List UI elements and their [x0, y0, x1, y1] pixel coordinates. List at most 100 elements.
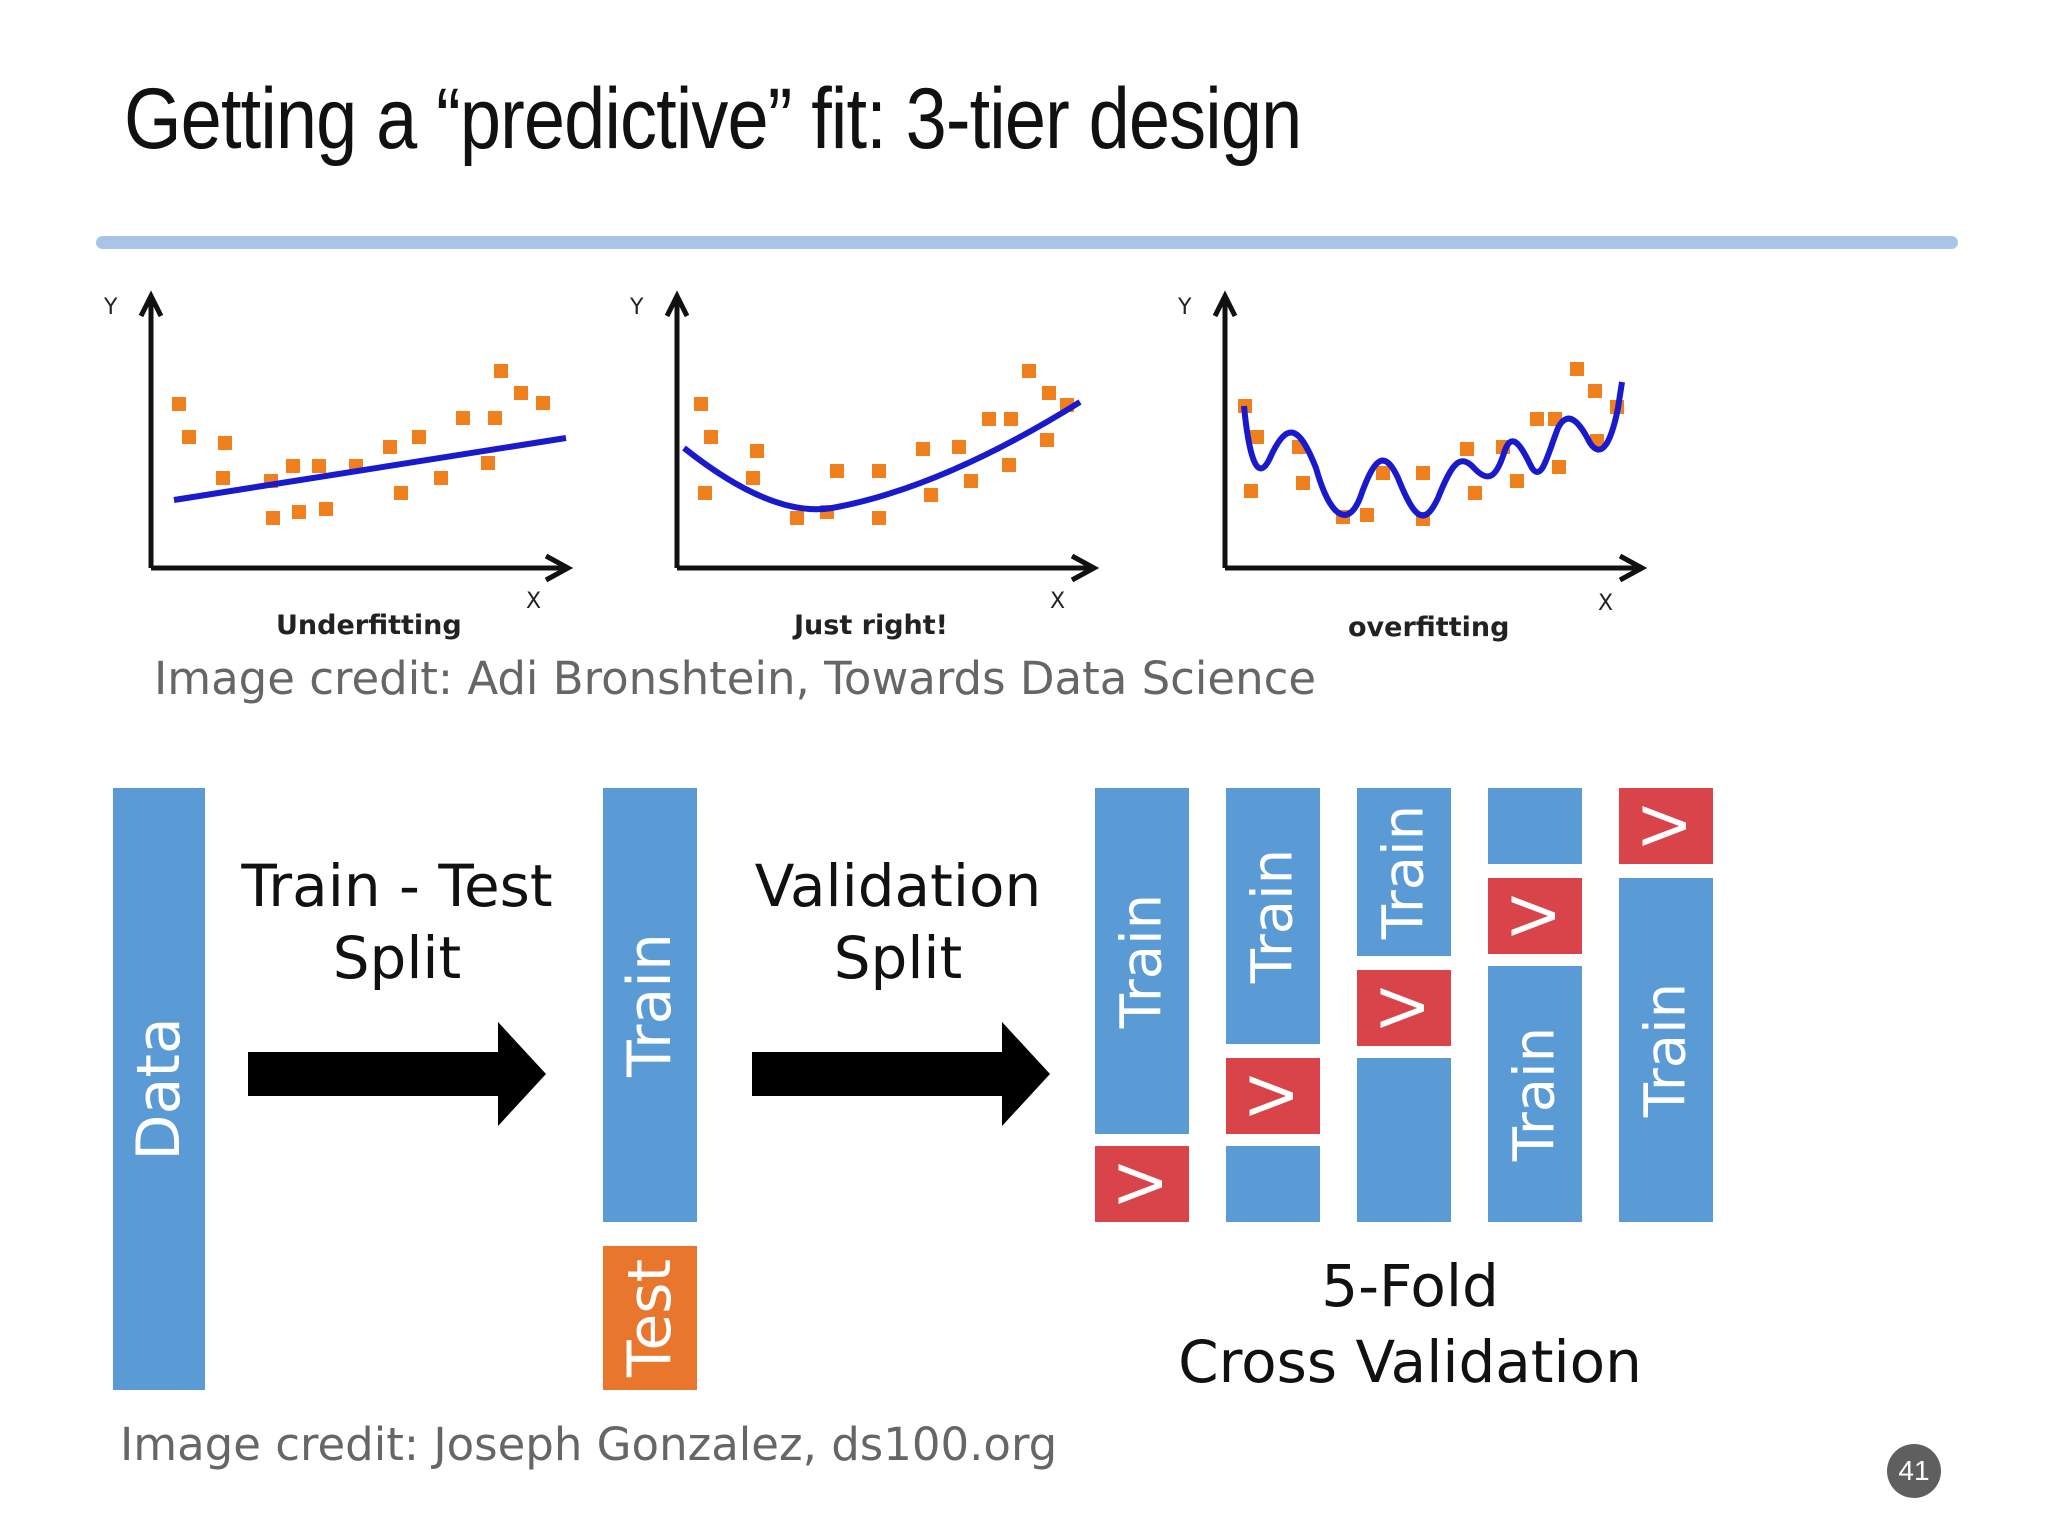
slide-title: Getting a “predictive” fit: 3-tier desig…	[124, 71, 1302, 167]
data-point	[488, 411, 502, 425]
data-points	[694, 364, 1074, 525]
fold2-train-block: Train	[1226, 788, 1320, 1044]
data-point	[1460, 442, 1474, 456]
x-axis-arrow	[544, 553, 574, 583]
train-label: Train	[1240, 848, 1306, 984]
data-point	[1022, 364, 1036, 378]
x-axis-arrow	[1070, 553, 1100, 583]
y-axis-label: Y	[103, 295, 118, 320]
data-points	[1238, 362, 1624, 526]
plot-caption: overfitting	[1348, 612, 1509, 643]
cv-line1: 5-Fold	[1321, 1252, 1499, 1320]
fold4-validation-block: V	[1488, 878, 1582, 954]
data-point	[1040, 433, 1054, 447]
data-point	[952, 440, 966, 454]
data-point	[1042, 386, 1056, 400]
train-label: Train	[1371, 804, 1437, 940]
data-point	[434, 471, 448, 485]
data-point	[1376, 466, 1390, 480]
arrow-right-icon	[248, 1022, 546, 1126]
train-block: Train	[603, 788, 697, 1222]
data-point	[182, 430, 196, 444]
train-test-split-label: Train - Test Split	[222, 850, 572, 994]
data-point	[746, 471, 760, 485]
test-block: Test	[603, 1246, 697, 1390]
validation-label: V	[1107, 1163, 1177, 1205]
fold2-validation-block: V	[1226, 1058, 1320, 1134]
train-label: Train	[615, 933, 685, 1077]
data-point	[790, 511, 804, 525]
step2-line1: Validation	[754, 852, 1042, 920]
data-point	[456, 411, 470, 425]
data-point	[319, 502, 333, 516]
step1-line1: Train - Test	[241, 852, 553, 920]
fold4-train-block: Train	[1488, 966, 1582, 1222]
data-point	[982, 412, 996, 426]
fold5-train-block: Train	[1619, 878, 1713, 1222]
data-point	[694, 397, 708, 411]
data-point	[218, 436, 232, 450]
y-axis-label: Y	[1177, 295, 1192, 320]
data-point	[964, 474, 978, 488]
top-image-credit: Image credit: Adi Bronshtein, Towards Da…	[154, 652, 1317, 705]
data-point	[172, 397, 186, 411]
fit-line	[173, 435, 567, 503]
fold3-train-bottom-block	[1357, 1058, 1451, 1222]
just-right-plot: Y X Just right!	[622, 278, 1102, 658]
plot-caption: Just right!	[792, 610, 948, 641]
x-axis-label: X	[526, 589, 541, 614]
data-point	[1250, 430, 1264, 444]
y-axis-arrow	[138, 290, 164, 318]
data-point	[750, 444, 764, 458]
y-axis-arrow	[1212, 290, 1238, 318]
validation-split-label: Validation Split	[728, 850, 1068, 994]
data-point	[383, 440, 397, 454]
fold4-train-top-block	[1488, 788, 1582, 864]
data-point	[1570, 362, 1584, 376]
fold1-validation-block: V	[1095, 1146, 1189, 1222]
data-point	[872, 511, 886, 525]
data-point	[1244, 484, 1258, 498]
step2-line2: Split	[833, 924, 963, 992]
fold5-validation-block: V	[1619, 788, 1713, 864]
data-point	[1530, 412, 1544, 426]
data-block: Data	[113, 788, 205, 1390]
fit-curve	[682, 399, 1082, 513]
data-point	[916, 442, 930, 456]
validation-label: V	[1369, 987, 1439, 1029]
x-axis-label: X	[1050, 589, 1065, 614]
bottom-image-credit: Image credit: Joseph Gonzalez, ds100.org	[120, 1418, 1058, 1471]
data-point	[830, 464, 844, 478]
y-axis-arrow	[664, 290, 690, 318]
train-label: Train	[1633, 982, 1699, 1118]
data-point	[1002, 458, 1016, 472]
arrow-right-icon	[752, 1022, 1050, 1126]
data-point	[286, 459, 300, 473]
fit-curve	[1241, 381, 1625, 519]
x-axis-label: X	[1598, 591, 1613, 616]
data-point	[514, 386, 528, 400]
cross-validation-label: 5-Fold Cross Validation	[1120, 1248, 1700, 1400]
plot-caption: Underfitting	[276, 610, 462, 641]
data-point	[698, 486, 712, 500]
y-axis-label: Y	[629, 295, 644, 320]
fold3-validation-block: V	[1357, 970, 1451, 1046]
data-point	[266, 511, 280, 525]
data-point	[1588, 384, 1602, 398]
data-point	[1416, 466, 1430, 480]
overfitting-plot: Y X overfitting	[1170, 278, 1650, 658]
cv-line2: Cross Validation	[1178, 1328, 1642, 1396]
fold1-train-block: Train	[1095, 788, 1189, 1134]
data-point	[1552, 460, 1566, 474]
data-point	[1360, 508, 1374, 522]
data-point	[216, 471, 230, 485]
data-point	[394, 486, 408, 500]
data-point	[312, 459, 326, 473]
data-point	[1296, 476, 1310, 490]
fold2-train-bottom-block	[1226, 1146, 1320, 1222]
step1-line2: Split	[332, 924, 462, 992]
title-divider	[96, 236, 1958, 249]
data-point	[412, 430, 426, 444]
fold3-train-block: Train	[1357, 788, 1451, 956]
validation-label: V	[1631, 805, 1701, 847]
